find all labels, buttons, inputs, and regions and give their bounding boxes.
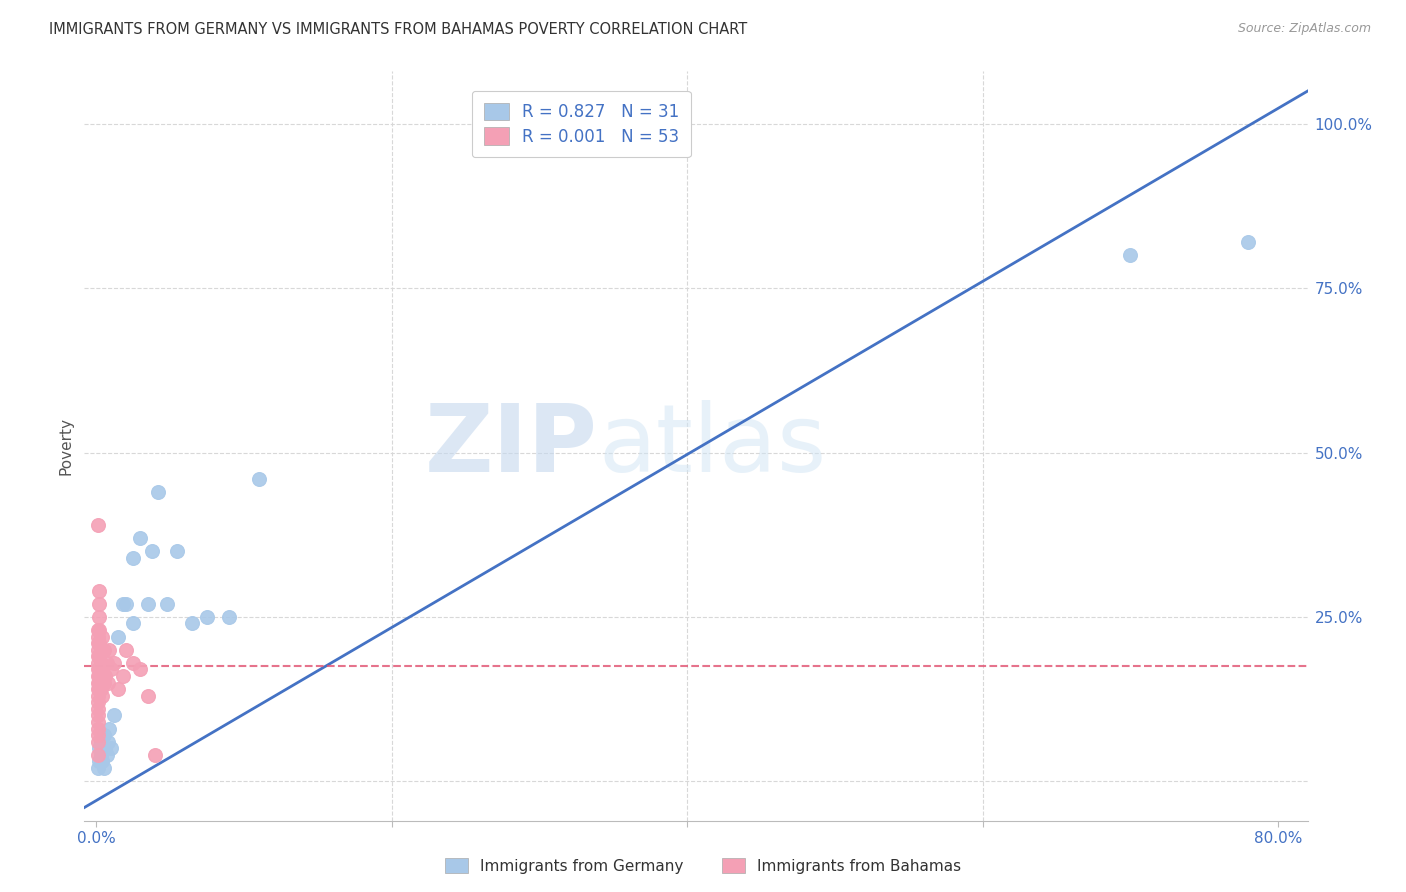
Point (114, 597, 136, 611)
Point (86, 682, 108, 697)
Point (86, 642, 108, 657)
Point (111, 669, 134, 683)
Point (86, 669, 108, 683)
Point (86, 663, 108, 677)
Point (141, 544, 163, 558)
Point (129, 663, 152, 677)
Point (143, 747, 166, 762)
Point (122, 656, 145, 670)
Point (98, 722, 121, 736)
Point (86, 636, 108, 650)
Point (89, 610, 111, 624)
Point (90, 735, 112, 749)
Point (218, 610, 240, 624)
Legend: Immigrants from Germany, Immigrants from Bahamas: Immigrants from Germany, Immigrants from… (439, 852, 967, 880)
Point (1237, 235, 1260, 250)
Point (86, 702, 108, 716)
Legend: R = 0.827   N = 31, R = 0.001   N = 53: R = 0.827 N = 31, R = 0.001 N = 53 (472, 91, 690, 157)
Point (100, 741, 122, 756)
Point (129, 531, 152, 545)
Text: atlas: atlas (598, 400, 827, 492)
Point (111, 597, 134, 611)
Point (86, 747, 108, 762)
Point (89, 636, 111, 650)
Point (90, 656, 112, 670)
Point (98, 642, 121, 657)
Point (93, 642, 115, 657)
Point (86, 656, 108, 670)
Point (247, 472, 270, 486)
Point (89, 741, 111, 756)
Point (89, 755, 111, 769)
Point (86, 649, 108, 664)
Point (97, 735, 120, 749)
Point (103, 656, 125, 670)
Point (93, 675, 115, 690)
Point (86, 735, 108, 749)
Point (96, 656, 118, 670)
Point (136, 597, 159, 611)
Point (86, 761, 108, 775)
Point (93, 728, 115, 742)
Point (89, 675, 111, 690)
Point (86, 728, 108, 742)
Point (90, 747, 112, 762)
Point (89, 597, 111, 611)
Point (90, 669, 112, 683)
Point (86, 517, 108, 532)
Point (107, 630, 129, 644)
Point (90, 642, 112, 657)
Point (90, 682, 112, 697)
Point (195, 610, 218, 624)
Text: IMMIGRANTS FROM GERMANY VS IMMIGRANTS FROM BAHAMAS POVERTY CORRELATION CHART: IMMIGRANTS FROM GERMANY VS IMMIGRANTS FR… (49, 22, 748, 37)
Point (89, 669, 111, 683)
Point (107, 682, 129, 697)
Point (91, 642, 114, 657)
Point (114, 642, 136, 657)
Point (91, 675, 114, 690)
Point (181, 616, 204, 631)
Point (86, 722, 108, 736)
Point (136, 689, 159, 703)
Point (86, 708, 108, 723)
Point (86, 630, 108, 644)
Point (89, 663, 111, 677)
Point (103, 708, 125, 723)
Point (94, 741, 117, 756)
Point (1119, 248, 1142, 262)
Point (166, 544, 188, 558)
Point (96, 747, 118, 762)
Y-axis label: Poverty: Poverty (58, 417, 73, 475)
Point (100, 663, 122, 677)
Point (86, 675, 108, 690)
Point (89, 649, 111, 664)
Point (89, 682, 111, 697)
Point (122, 616, 145, 631)
Text: ZIP: ZIP (425, 400, 598, 492)
Point (89, 583, 111, 598)
Point (91, 689, 114, 703)
Point (97, 675, 120, 690)
Point (148, 485, 170, 500)
Point (94, 669, 117, 683)
Point (156, 597, 179, 611)
Text: Source: ZipAtlas.com: Source: ZipAtlas.com (1237, 22, 1371, 36)
Point (122, 550, 145, 565)
Point (89, 623, 111, 637)
Point (91, 755, 114, 769)
Point (91, 630, 114, 644)
Point (86, 689, 108, 703)
Point (93, 761, 115, 775)
Point (86, 623, 108, 637)
Point (86, 695, 108, 709)
Point (86, 714, 108, 729)
